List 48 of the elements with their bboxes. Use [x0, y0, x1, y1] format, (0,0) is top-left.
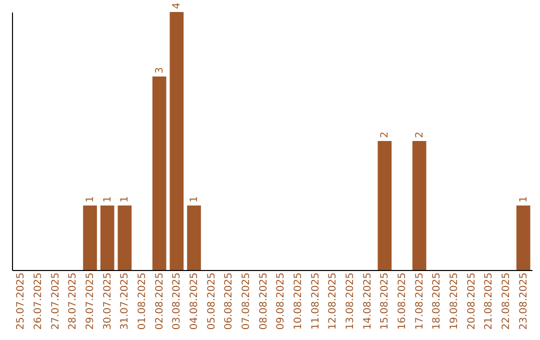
bar [170, 12, 184, 270]
x-tick-label: 20.08.2025 [466, 272, 478, 330]
data-label: 1 [518, 196, 530, 202]
bar [516, 206, 530, 270]
x-tick-label: 22.08.2025 [501, 272, 512, 330]
x-tick-label: 25.07.2025 [16, 272, 27, 330]
x-tick-label: 04.08.2025 [189, 272, 200, 330]
x-tick-label: 23.08.2025 [518, 272, 530, 330]
data-label: 2 [380, 132, 391, 138]
x-tick-label: 03.08.2025 [172, 272, 183, 330]
data-label: 1 [120, 196, 131, 202]
bar [152, 76, 166, 270]
bar [187, 206, 201, 270]
x-tick-label: 02.08.2025 [154, 272, 166, 330]
x-tick-label: 01.08.2025 [137, 272, 148, 330]
x-tick-label: 30.07.2025 [102, 272, 114, 330]
data-label: 3 [154, 67, 166, 74]
x-tick-label: 29.07.2025 [85, 272, 96, 330]
x-tick-label: 31.07.2025 [120, 272, 131, 330]
x-tick-label: 18.08.2025 [432, 272, 443, 330]
x-tick-label: 09.08.2025 [276, 272, 287, 330]
data-label: 2 [414, 132, 426, 138]
bar [118, 206, 132, 270]
bar [100, 206, 114, 270]
data-label: 4 [172, 2, 183, 9]
x-tick-label: 19.08.2025 [449, 272, 460, 330]
x-tick-label: 27.07.2025 [50, 272, 62, 330]
x-tick-label: 16.08.2025 [397, 272, 408, 330]
x-tick-label: 28.07.2025 [68, 272, 79, 330]
x-tick-label: 17.08.2025 [414, 272, 426, 330]
x-tick-label: 14.08.2025 [362, 272, 374, 330]
x-tick-label: 26.07.2025 [33, 272, 44, 330]
x-tick-label: 12.08.2025 [328, 272, 339, 330]
bar [83, 206, 97, 270]
data-label: 1 [85, 196, 96, 202]
bar [412, 141, 426, 270]
x-tick-label: 11.08.2025 [310, 272, 322, 330]
x-tick-label: 08.08.2025 [258, 272, 270, 330]
x-tick-label: 21.08.2025 [484, 272, 495, 330]
x-tick-label: 15.08.2025 [380, 272, 391, 330]
data-label: 1 [189, 196, 200, 202]
data-label: 1 [102, 196, 114, 202]
x-tick-label: 06.08.2025 [224, 272, 235, 330]
x-tick-label: 05.08.2025 [206, 272, 218, 330]
x-tick-label: 10.08.2025 [293, 272, 304, 330]
x-tick-label: 13.08.2025 [345, 272, 356, 330]
bar [378, 141, 392, 270]
x-tick-label: 07.08.2025 [241, 272, 252, 330]
